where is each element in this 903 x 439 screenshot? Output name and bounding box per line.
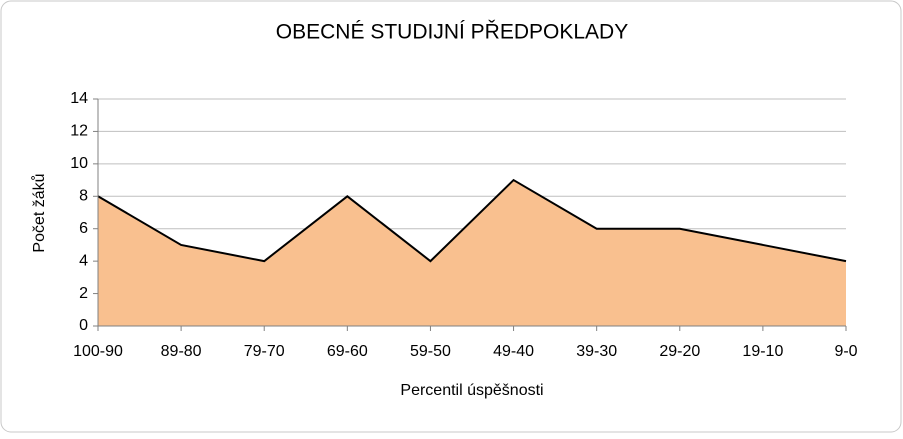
x-tick-label: 9-0 <box>834 343 857 360</box>
chart-title: OBECNÉ STUDIJNÍ PŘEDPOKLADY <box>276 21 628 44</box>
y-tick-label: 4 <box>79 252 88 269</box>
y-tick-label: 10 <box>70 155 88 172</box>
x-tick-label: 100-90 <box>73 343 123 360</box>
y-tick-label: 6 <box>79 220 88 237</box>
line <box>97 178 847 263</box>
x-tick-label: 59-50 <box>410 343 451 360</box>
x-tick-label: 19-10 <box>742 343 783 360</box>
y-tick-label: 2 <box>79 285 88 302</box>
x-tick-label: 79-70 <box>244 343 285 360</box>
x-tick-label: 49-40 <box>493 343 534 360</box>
y-tick-label: 12 <box>70 123 88 140</box>
x-tick-label: 29-20 <box>659 343 700 360</box>
area <box>98 180 846 326</box>
x-tick-label: 69-60 <box>327 343 368 360</box>
x-tick-label: 39-30 <box>576 343 617 360</box>
y-tick-label: 14 <box>70 90 88 107</box>
y-axis-label: Počet žáků <box>30 173 48 252</box>
y-tick-label: 0 <box>79 317 88 334</box>
y-tick-label: 8 <box>79 188 88 205</box>
x-axis-label: Percentil úspěšnosti <box>400 382 543 399</box>
x-tick-label: 89-80 <box>161 343 202 360</box>
